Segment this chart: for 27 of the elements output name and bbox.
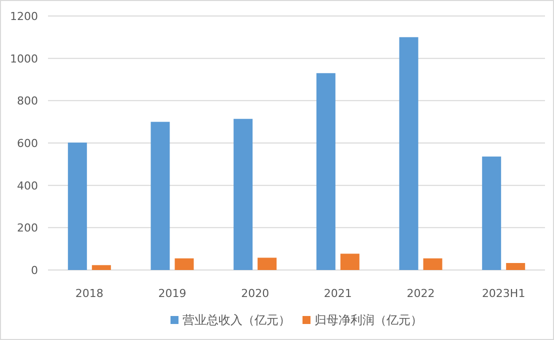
x-tick-label: 2022 xyxy=(406,287,435,300)
x-tick-label: 2021 xyxy=(324,287,352,300)
x-tick-label: 2020 xyxy=(241,287,270,300)
x-tick-label: 2019 xyxy=(158,287,186,300)
y-tick-label: 600 xyxy=(17,137,38,150)
y-tick-label: 1000 xyxy=(10,52,38,66)
bar xyxy=(316,73,336,270)
bar xyxy=(68,142,87,270)
bar xyxy=(506,263,526,270)
bar xyxy=(92,265,111,270)
x-tick-label: 2023H1 xyxy=(482,287,526,300)
y-tick-label: 0 xyxy=(31,264,38,277)
bar xyxy=(340,254,360,270)
bar xyxy=(234,118,253,270)
legend-label: 归母净利润（亿元） xyxy=(314,313,422,327)
bar xyxy=(399,37,418,270)
bar xyxy=(423,258,442,270)
bar xyxy=(150,122,170,270)
bar xyxy=(258,258,277,270)
y-tick-label: 200 xyxy=(17,222,38,235)
legend-label: 营业总收入（亿元） xyxy=(182,313,290,327)
bar xyxy=(174,258,194,270)
bar xyxy=(482,156,502,270)
y-tick-label: 1200 xyxy=(10,10,38,23)
y-tick-label: 400 xyxy=(17,179,38,192)
y-tick-label: 800 xyxy=(17,94,38,108)
x-tick-label: 2018 xyxy=(75,287,104,300)
